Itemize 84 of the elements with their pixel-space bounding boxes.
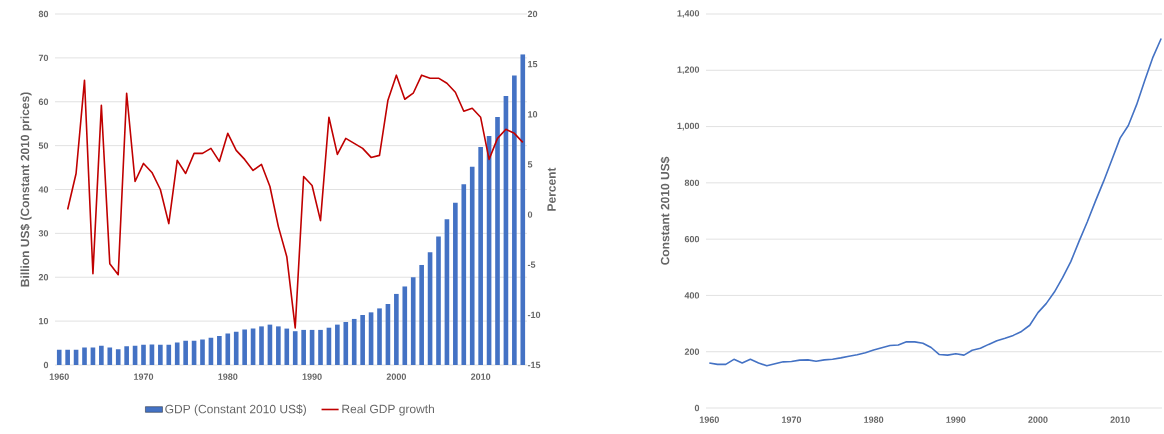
bar [115,349,121,365]
y2-tick-label: -10 [527,311,541,319]
bar [158,344,163,365]
legend-label: Real GDP growth [342,404,434,416]
bar [200,339,205,365]
bar [402,286,408,365]
bar [174,342,180,365]
y-tick-label: 0 [43,361,49,369]
y-tick-label: 200 [684,348,700,355]
x-tick-label: 1990 [302,373,322,380]
bar [351,318,357,365]
line-series [66,74,524,329]
y2-axis-title: Percent [547,167,556,211]
line-series [708,37,1162,367]
x-tick-label: 1970 [782,416,802,423]
x-tick-label: 2000 [386,373,406,380]
bar [343,322,349,365]
bar [301,329,306,365]
bar [436,236,441,365]
bar [99,345,104,365]
y-axis-title: Billion US$ (Constant 2010 prices) [20,92,32,287]
y-tick-label: 60 [38,98,49,105]
x-tick-label: 1990 [946,416,966,423]
y-tick-label: 40 [38,186,49,193]
bar [360,314,365,365]
y2-tick-label: 10 [528,111,538,118]
x-tick-label: 1980 [864,416,884,423]
bar [410,277,416,365]
bar [65,349,70,365]
bar [276,326,281,365]
y2-tick-label: 0 [527,211,533,218]
bar [225,333,231,365]
x-tick-label: 1960 [49,373,69,380]
legend-label: GDP (Constant 2010 US$) [165,404,306,416]
y-tick-label: 1,400 [677,10,700,18]
bar [453,202,458,365]
y-tick-label: 80 [38,10,49,18]
y2-tick-label: 20 [527,10,538,18]
y-axis-title: Constant 2010 US$ [660,156,671,265]
bar [242,329,247,365]
y-tick-label: 400 [684,292,700,299]
y2-tick-label: 5 [527,161,533,168]
bar [107,347,113,365]
bar [461,184,467,365]
bar [166,344,172,365]
y-tick-label: 50 [38,142,49,149]
y-tick-label: 70 [38,54,49,62]
bar [318,329,323,365]
bar [495,117,500,365]
x-tick-label: 2010 [470,373,491,380]
y-tick-label: 0 [694,404,700,412]
bar [284,328,290,365]
y2-tick-label: -5 [527,261,536,268]
bar [394,293,399,365]
y-tick-label: 800 [684,179,700,187]
x-tick-label: 1960 [699,416,719,423]
y-tick-label: 1,000 [677,122,700,131]
y2-tick-label: -15 [527,361,541,369]
y-tick-label: 20 [38,274,49,281]
bar [56,349,62,365]
bar [233,331,239,365]
x-tick-label: 2010 [1110,416,1130,423]
bar [512,75,517,365]
bar [335,324,340,365]
bar [259,326,264,365]
bar [217,336,222,365]
bar [124,346,129,365]
x-tick-label: 1970 [134,373,154,380]
y-tick-label: 30 [38,230,49,237]
y-tick-label: 10 [39,317,49,325]
x-tick-label: 2000 [1028,416,1048,423]
bar [478,146,483,365]
bar [141,344,146,365]
bar [82,347,87,365]
bar [183,340,188,365]
bar [469,166,475,365]
bar [419,264,424,365]
y2-tick-label: 15 [528,61,538,68]
bar [377,308,382,365]
bar [292,331,298,365]
x-tick-label: 1980 [218,373,238,380]
y-tick-label: 600 [684,235,700,243]
y-tick-label: 1,200 [677,66,700,75]
bar [520,54,526,365]
